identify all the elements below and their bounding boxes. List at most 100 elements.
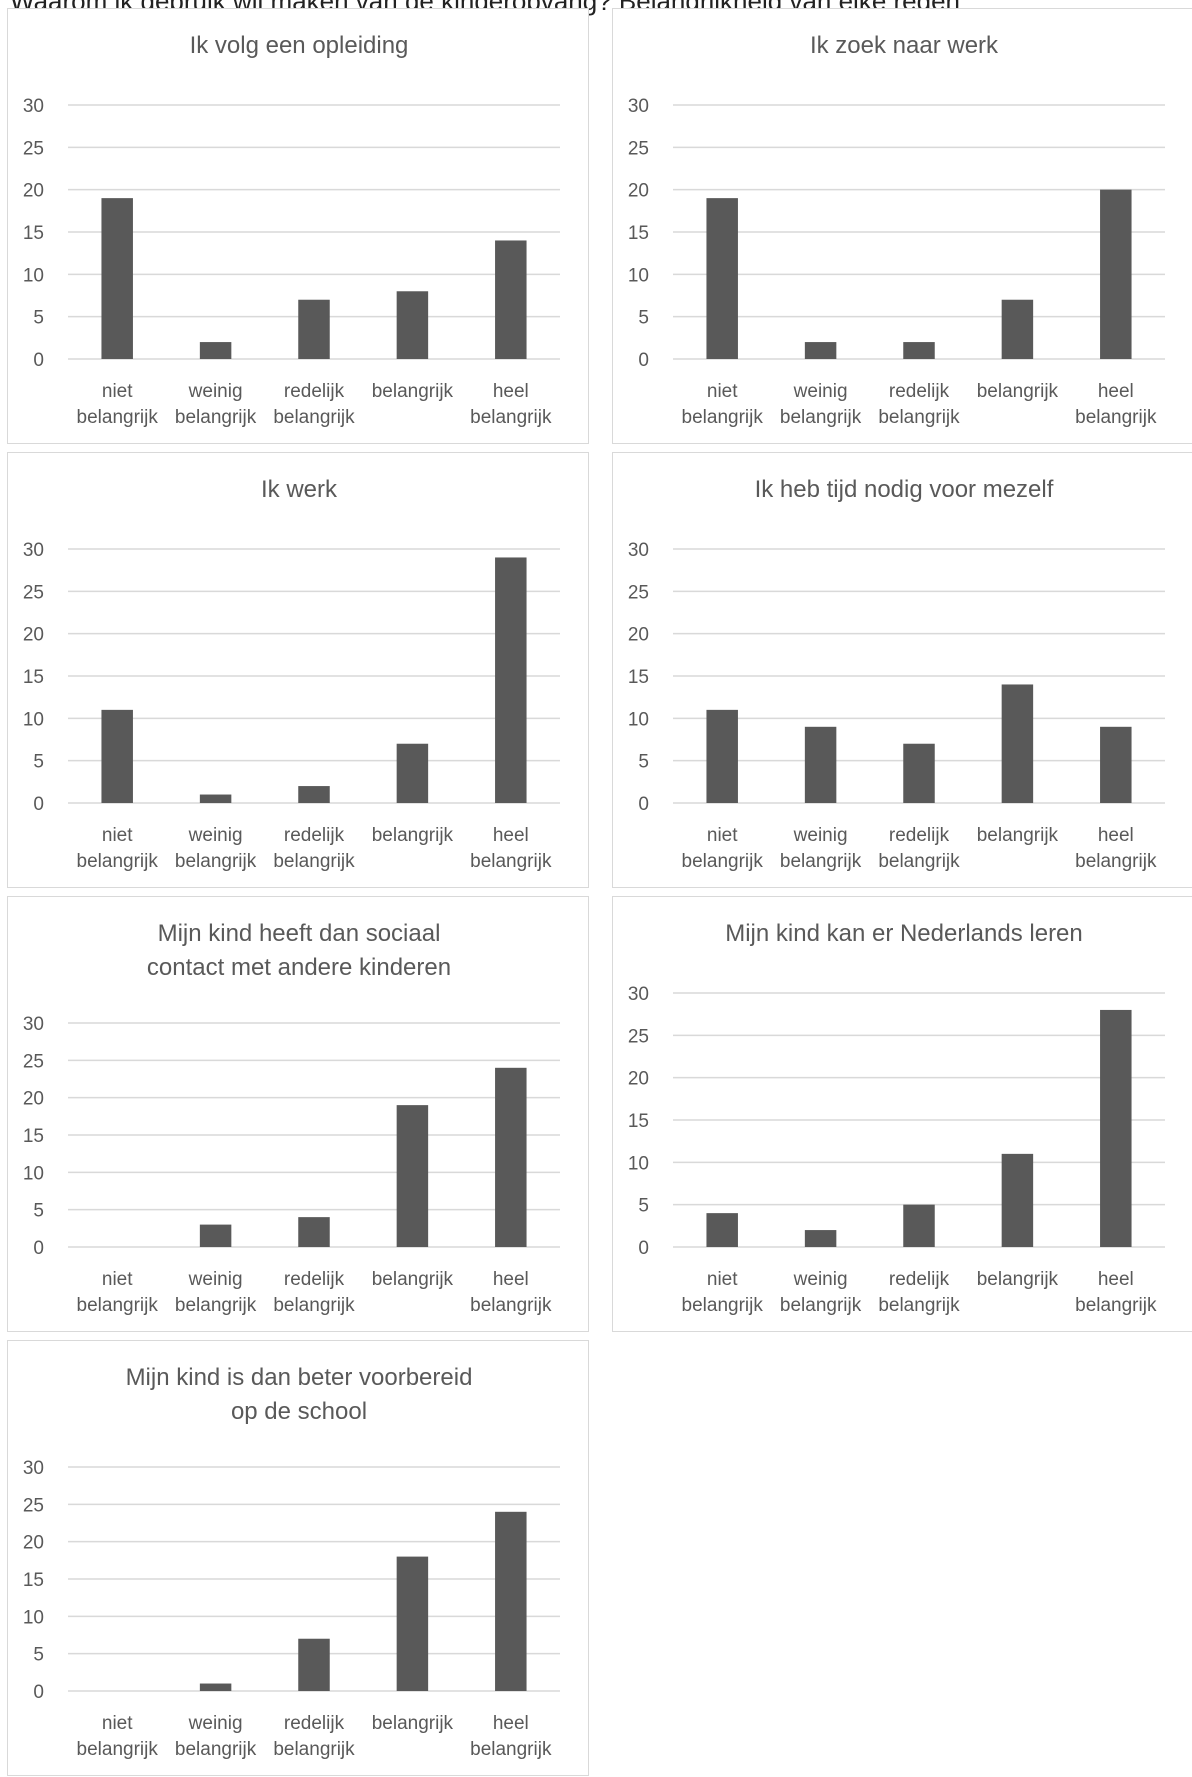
y-tick-label: 10 (23, 265, 44, 286)
x-category-label: redelijk belangrijk (273, 825, 355, 872)
x-category-label: heel belangrijk (1075, 381, 1157, 428)
bar (298, 786, 330, 803)
y-tick-label: 0 (638, 1238, 649, 1259)
x-category-label: redelijk belangrijk (273, 1269, 355, 1316)
y-tick-label: 10 (23, 1163, 44, 1184)
bar (903, 743, 935, 803)
y-tick-label: 15 (23, 667, 44, 688)
y-tick-label: 0 (33, 350, 44, 371)
x-category-label: niet belangrijk (77, 381, 159, 428)
y-tick-label: 25 (628, 582, 649, 603)
x-category-label: redelijk belangrijk (878, 381, 960, 428)
y-tick-label: 20 (23, 625, 44, 646)
x-category-label: weinig belangrijk (780, 381, 862, 428)
bar (199, 342, 232, 359)
chart-title: Mijn kind is dan beter voorbereid op de s… (126, 1364, 473, 1425)
x-category-label: belangrijk (372, 1269, 454, 1290)
bar (495, 1511, 527, 1691)
x-category-label: belangrijk (977, 1269, 1059, 1290)
x-category-label: weinig belangrijk (780, 825, 862, 872)
bar (101, 198, 133, 359)
bar (903, 1204, 935, 1247)
x-category-label: weinig belangrijk (780, 1269, 862, 1316)
chart-title: Ik werk (261, 476, 338, 503)
bar (495, 240, 527, 359)
y-tick-label: 15 (23, 1126, 44, 1147)
x-category-label: redelijk belangrijk (878, 825, 960, 872)
y-tick-label: 0 (33, 1682, 44, 1703)
x-category-label: heel belangrijk (1075, 1269, 1157, 1316)
x-category-label: heel belangrijk (470, 1713, 552, 1760)
y-tick-label: 0 (33, 1238, 44, 1259)
chart-title: Mijn kind kan er Nederlands leren (725, 920, 1083, 947)
y-tick-label: 5 (638, 1196, 649, 1217)
chart-panel: Mijn kind is dan beter voorbereid op de s… (7, 1340, 589, 1776)
bar (1100, 726, 1132, 803)
bar (396, 1556, 429, 1691)
chart-title: Ik volg een opleiding (190, 32, 409, 59)
bar (396, 1105, 429, 1247)
bar (903, 342, 935, 359)
y-tick-label: 30 (23, 96, 44, 117)
x-category-label: belangrijk (977, 825, 1059, 846)
bar (396, 291, 429, 359)
y-tick-label: 20 (23, 181, 44, 202)
bar (298, 1638, 330, 1691)
bar (298, 299, 330, 359)
bar (706, 1213, 738, 1247)
bar (706, 709, 738, 803)
y-tick-label: 30 (23, 540, 44, 561)
bar-chart: Mijn kind heeft dan sociaal contact met a… (23, 920, 560, 1316)
bar (1001, 1153, 1034, 1247)
y-tick-label: 30 (628, 96, 649, 117)
chart-title: Mijn kind heeft dan sociaal contact met a… (147, 920, 451, 981)
y-tick-label: 25 (23, 1051, 44, 1072)
y-tick-label: 0 (638, 794, 649, 815)
y-tick-label: 25 (23, 582, 44, 603)
y-tick-label: 25 (23, 138, 44, 159)
x-category-label: niet belangrijk (77, 825, 159, 872)
chart-panel: Ik zoek naar werk 0 5 10 15 20 25 30 niet belangr… (612, 8, 1192, 444)
chart-panel: Ik werk 0 5 10 15 20 25 30 niet belangrijk weinig b… (7, 452, 589, 888)
x-category-label: redelijk belangrijk (273, 381, 355, 428)
x-category-label: heel belangrijk (1075, 825, 1157, 872)
y-tick-label: 10 (23, 1607, 44, 1628)
y-tick-label: 15 (23, 223, 44, 244)
chart-title: Ik heb tijd nodig voor mezelf (755, 476, 1054, 503)
x-category-label: belangrijk (372, 381, 454, 402)
chart-panel: Ik heb tijd nodig voor mezelf 0 5 10 15 20 25 3… (612, 452, 1192, 888)
bar (396, 743, 429, 803)
x-category-label: belangrijk (977, 381, 1059, 402)
bar (1100, 189, 1132, 359)
y-tick-label: 30 (23, 1014, 44, 1035)
bar (199, 1224, 232, 1247)
chart-panel: Mijn kind kan er Nederlands leren 0 5 10 15 2… (612, 896, 1192, 1332)
bar (199, 1683, 232, 1691)
y-tick-label: 10 (628, 265, 649, 286)
bar-chart: Ik volg een opleiding 0 5 10 15 20 25 30 niet bel… (23, 32, 560, 428)
y-tick-label: 5 (33, 308, 44, 329)
chart-title: Ik zoek naar werk (810, 32, 999, 59)
y-tick-label: 25 (628, 138, 649, 159)
x-category-label: niet belangrijk (682, 381, 764, 428)
bar (1100, 1009, 1132, 1247)
x-category-label: weinig belangrijk (175, 1713, 257, 1760)
x-category-label: weinig belangrijk (175, 825, 257, 872)
y-tick-label: 10 (628, 709, 649, 730)
chart-panel: Ik volg een opleiding 0 5 10 15 20 25 30 niet bel… (7, 8, 589, 444)
bar (706, 198, 738, 359)
x-category-label: niet belangrijk (682, 825, 764, 872)
bar (101, 709, 133, 803)
y-tick-label: 5 (638, 308, 649, 329)
x-category-label: heel belangrijk (470, 381, 552, 428)
bar (1001, 684, 1034, 803)
y-tick-label: 0 (638, 350, 649, 371)
x-category-label: belangrijk (372, 825, 454, 846)
y-tick-label: 30 (23, 1458, 44, 1479)
bar (495, 557, 527, 803)
y-tick-label: 30 (628, 540, 649, 561)
bar (298, 1217, 330, 1247)
bar (804, 342, 837, 359)
y-tick-label: 20 (23, 1089, 44, 1110)
y-tick-label: 25 (23, 1495, 44, 1516)
